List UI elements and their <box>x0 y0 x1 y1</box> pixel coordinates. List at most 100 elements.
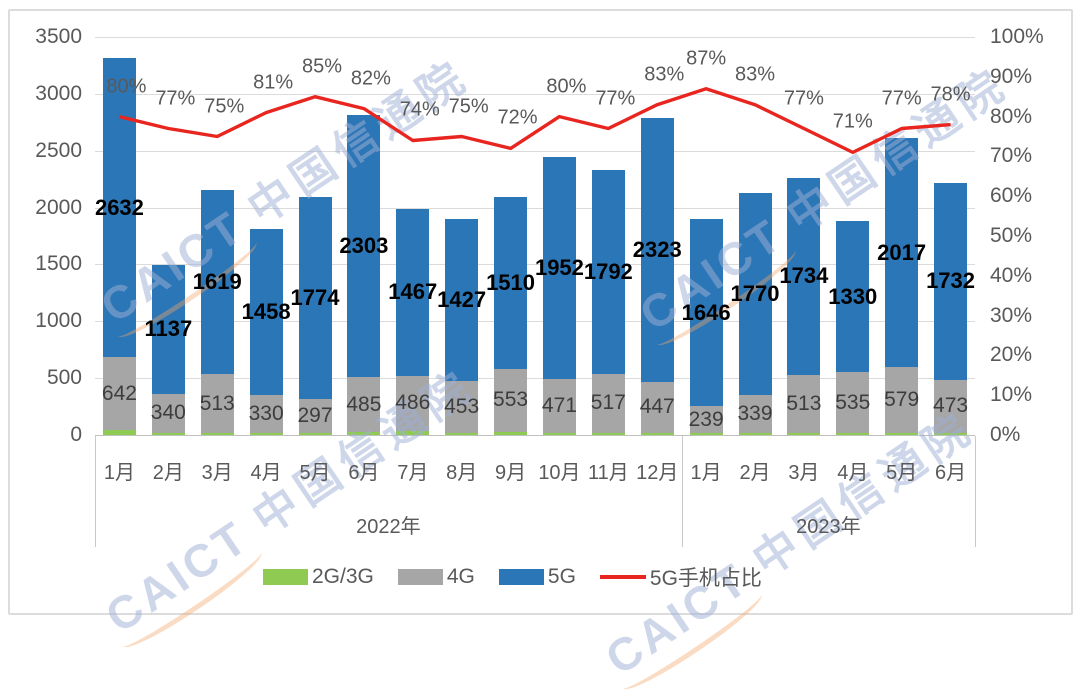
bar-value-5g: 1510 <box>486 269 536 295</box>
bar-segment-4g <box>494 368 528 432</box>
left-axis-tick: 3000 <box>35 81 82 105</box>
bar-segment-4g <box>836 372 870 434</box>
line-percent-label: 75% <box>448 95 489 117</box>
month-label: 6月 <box>348 462 380 484</box>
right-axis-tick: 20% <box>990 343 1033 367</box>
x-axis-line <box>95 435 975 436</box>
bar-segment-5g <box>396 208 430 376</box>
bar-segment-2g-3g <box>640 432 674 435</box>
bar-segment-4g <box>787 374 821 434</box>
bar-segment-5g <box>298 197 332 399</box>
bar-value-4g: 239 <box>688 407 724 431</box>
bar-value-4g: 513 <box>786 392 822 416</box>
bar-value-5g: 2303 <box>339 233 389 259</box>
bar-value-5g: 1467 <box>388 279 438 305</box>
gridline <box>95 321 975 323</box>
bar-value-4g: 553 <box>493 388 529 412</box>
bar-value-5g: 1427 <box>437 287 487 313</box>
bar-value-4g: 485 <box>346 392 382 416</box>
left-axis-tick: 1500 <box>35 252 82 276</box>
gridline <box>95 37 975 38</box>
bar-segment-4g <box>542 379 576 433</box>
bar-value-4g: 473 <box>933 394 969 418</box>
line-percent-label: 80% <box>546 75 587 98</box>
bar-segment-5g <box>787 177 821 375</box>
bar-value-4g: 297 <box>297 403 333 427</box>
month-label: 2月 <box>152 462 184 484</box>
month-label: 12月 <box>636 462 679 484</box>
month-label: 9月 <box>494 462 527 484</box>
bar-value-4g: 486 <box>395 391 431 415</box>
bar-segment-2g-3g <box>151 432 185 435</box>
legend-label: 4G <box>446 565 475 588</box>
left-axis-tick: 500 <box>46 366 82 390</box>
line-percent-label: 77% <box>881 87 922 110</box>
month-label: 4月 <box>837 462 869 484</box>
bar-value-5g: 1734 <box>779 263 829 289</box>
month-label: 11月 <box>587 462 629 484</box>
bar-segment-4g <box>200 374 234 433</box>
bar-value-5g: 1137 <box>144 316 193 342</box>
bar-segment-4g <box>151 394 185 433</box>
legend-swatch <box>498 569 544 585</box>
line-percent-label: 72% <box>497 106 538 129</box>
bar-segment-4g <box>347 377 381 433</box>
line-percent-label: 83% <box>644 63 685 86</box>
line-percent-label: 77% <box>783 87 824 110</box>
bar-segment-4g <box>738 394 772 434</box>
left-axis-tick: 3500 <box>35 25 82 48</box>
bar-segment-5g <box>445 218 479 382</box>
line-percent-label: 85% <box>301 55 343 78</box>
line-percent-label: 80% <box>106 75 147 98</box>
bar-segment-2g-3g <box>542 432 576 435</box>
bar-value-4g: 453 <box>444 394 480 418</box>
bar-segment-4g <box>249 395 283 433</box>
bar-value-4g: 447 <box>639 395 675 419</box>
line-percent-label: 77% <box>595 87 636 110</box>
bar-segment-2g-3g <box>738 433 772 435</box>
right-axis-tick: 60% <box>990 184 1033 208</box>
legend: 2G/3G 4G 5G 5G手机占比 <box>263 562 762 592</box>
legend-label: 5G <box>547 565 576 588</box>
left-axis-tick: 1000 <box>35 309 82 333</box>
month-label: 7月 <box>397 462 429 484</box>
bar-segment-2g-3g <box>836 433 870 435</box>
legend-item-5g-share: 5G手机占比 <box>599 562 762 592</box>
bar-segment-2g-3g <box>494 431 528 435</box>
bar-segment-2g-3g <box>396 431 430 435</box>
bar-segment-5g <box>591 170 625 374</box>
bar-segment-2g-3g <box>885 433 919 435</box>
bar-value-4g: 517 <box>590 391 626 415</box>
legend-label: 2G/3G <box>312 565 374 588</box>
bar-segment-5g <box>885 138 919 368</box>
bar-value-4g: 579 <box>884 388 920 412</box>
bar-segment-4g <box>298 398 332 433</box>
gridline <box>95 378 975 380</box>
month-label: 2月 <box>739 462 771 484</box>
month-label: 5月 <box>299 462 331 484</box>
right-axis-tick: 70% <box>990 144 1033 168</box>
bar-segment-4g <box>934 379 968 434</box>
bar-segment-2g-3g <box>347 432 381 435</box>
bar-value-5g: 1952 <box>534 255 584 281</box>
right-axis-tick: 40% <box>990 263 1033 287</box>
bar-value-4g: 339 <box>737 402 773 426</box>
bar-segment-2g-3g <box>787 433 821 435</box>
bar-segment-4g <box>591 373 625 433</box>
right-axis-tick: 90% <box>990 64 1033 88</box>
line-percent-label: 71% <box>832 110 873 133</box>
legend-item-4g: 4G <box>397 565 475 589</box>
month-label: 4月 <box>250 462 282 484</box>
chart-outer-border <box>8 9 1073 615</box>
right-axis-tick: 10% <box>990 383 1033 407</box>
bar-segment-2g-3g <box>689 433 723 435</box>
bar-value-5g: 1458 <box>241 299 291 325</box>
right-axis-tick: 0% <box>990 423 1021 446</box>
right-axis-tick: 100% <box>990 25 1044 48</box>
line-percent-label: 75% <box>204 95 245 117</box>
bar-segment-5g <box>934 182 968 380</box>
gridline <box>95 264 975 266</box>
bar-value-5g: 1330 <box>828 283 878 309</box>
category-separator <box>95 436 96 547</box>
bar-segment-5g <box>542 157 576 380</box>
